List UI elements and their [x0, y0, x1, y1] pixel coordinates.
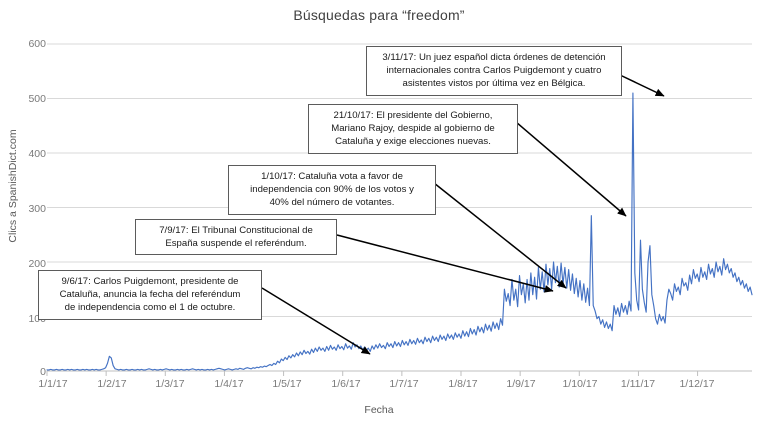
x-tick-7: 1/7/17 [389, 378, 419, 390]
y-tick-0: 0 [40, 366, 46, 378]
leader-line-9-6-17 [261, 287, 371, 355]
annotation-line: 40% del número de votantes. [269, 197, 395, 209]
x-tick-1: 1/1/17 [38, 378, 68, 390]
annotation-line: 3/11/17: Un juez español dicta órdenes d… [382, 52, 606, 63]
annotation-line: independencia con 90% de los votos y [250, 184, 414, 196]
x-tick-10: 1/10/17 [562, 378, 598, 390]
data-series-line [46, 92, 753, 371]
x-tick-4: 1/4/17 [214, 378, 244, 390]
y-tick-200: 200 [28, 258, 46, 270]
annotation-leader-lines [261, 74, 665, 355]
x-tick-9: 1/9/17 [506, 378, 536, 390]
x-axis-title: Fecha [364, 404, 394, 416]
x-tick-11: 1/11/17 [620, 378, 656, 390]
annotation-3-11-17: 3/11/17: Un juez español dicta órdenes d… [366, 46, 622, 96]
annotation-line: 1/10/17: Cataluña vota a favor de [261, 171, 403, 182]
x-tick-12: 1/12/17 [679, 378, 715, 390]
annotation-9-6-17: 9/6/17: Carlos Puigdemont, presidente de… [38, 270, 262, 320]
x-tick-6: 1/6/17 [331, 378, 361, 390]
annotation-line: internacionales contra Carlos Puigdemont… [386, 65, 602, 77]
y-tick-600: 600 [28, 38, 46, 50]
annotation-line: de independencia como el 1 de octubre. [64, 302, 236, 314]
x-tick-2: 1/2/17 [97, 378, 127, 390]
leader-line-1-10-17 [433, 182, 567, 289]
annotation-line: asistentes vistos por última vez en Bélg… [402, 78, 586, 90]
chart-title: Búsquedas para “freedom” [293, 7, 465, 23]
annotation-1-10-17: 1/10/17: Cataluña vota a favor de indepe… [228, 165, 436, 215]
annotation-21-10-17: 21/10/17: El presidente del Gobierno, Ma… [308, 104, 518, 154]
annotation-line: 21/10/17: El presidente del Gobierno, [333, 110, 493, 121]
annotation-line: Cataluña y exige elecciones nuevas. [335, 136, 491, 148]
x-tick-3: 1/3/17 [155, 378, 185, 390]
annotation-line: España suspende el referéndum. [165, 238, 307, 250]
annotation-7-9-17: 7/9/17: El Tribunal Constitucional de Es… [135, 219, 337, 256]
leader-line-21-10-17 [515, 121, 627, 217]
annotation-line: Cataluña, anuncia la fecha del referéndu… [59, 289, 241, 301]
x-tick-marks [46, 371, 699, 376]
leader-line-7-9-17 [336, 234, 554, 293]
y-tick-300: 300 [28, 203, 46, 215]
x-tick-8: 1/8/17 [448, 378, 478, 390]
annotation-line: Mariano Rajoy, despide al gobierno de [331, 123, 495, 135]
y-tick-400: 400 [28, 148, 46, 160]
annotation-line: 7/9/17: El Tribunal Constitucional de [159, 225, 313, 236]
annotation-line: 9/6/17: Carlos Puigdemont, presidente de [61, 276, 239, 287]
x-tick-5: 1/5/17 [272, 378, 302, 390]
leader-line-3-11-17 [619, 74, 665, 97]
y-tick-500: 500 [28, 93, 46, 105]
